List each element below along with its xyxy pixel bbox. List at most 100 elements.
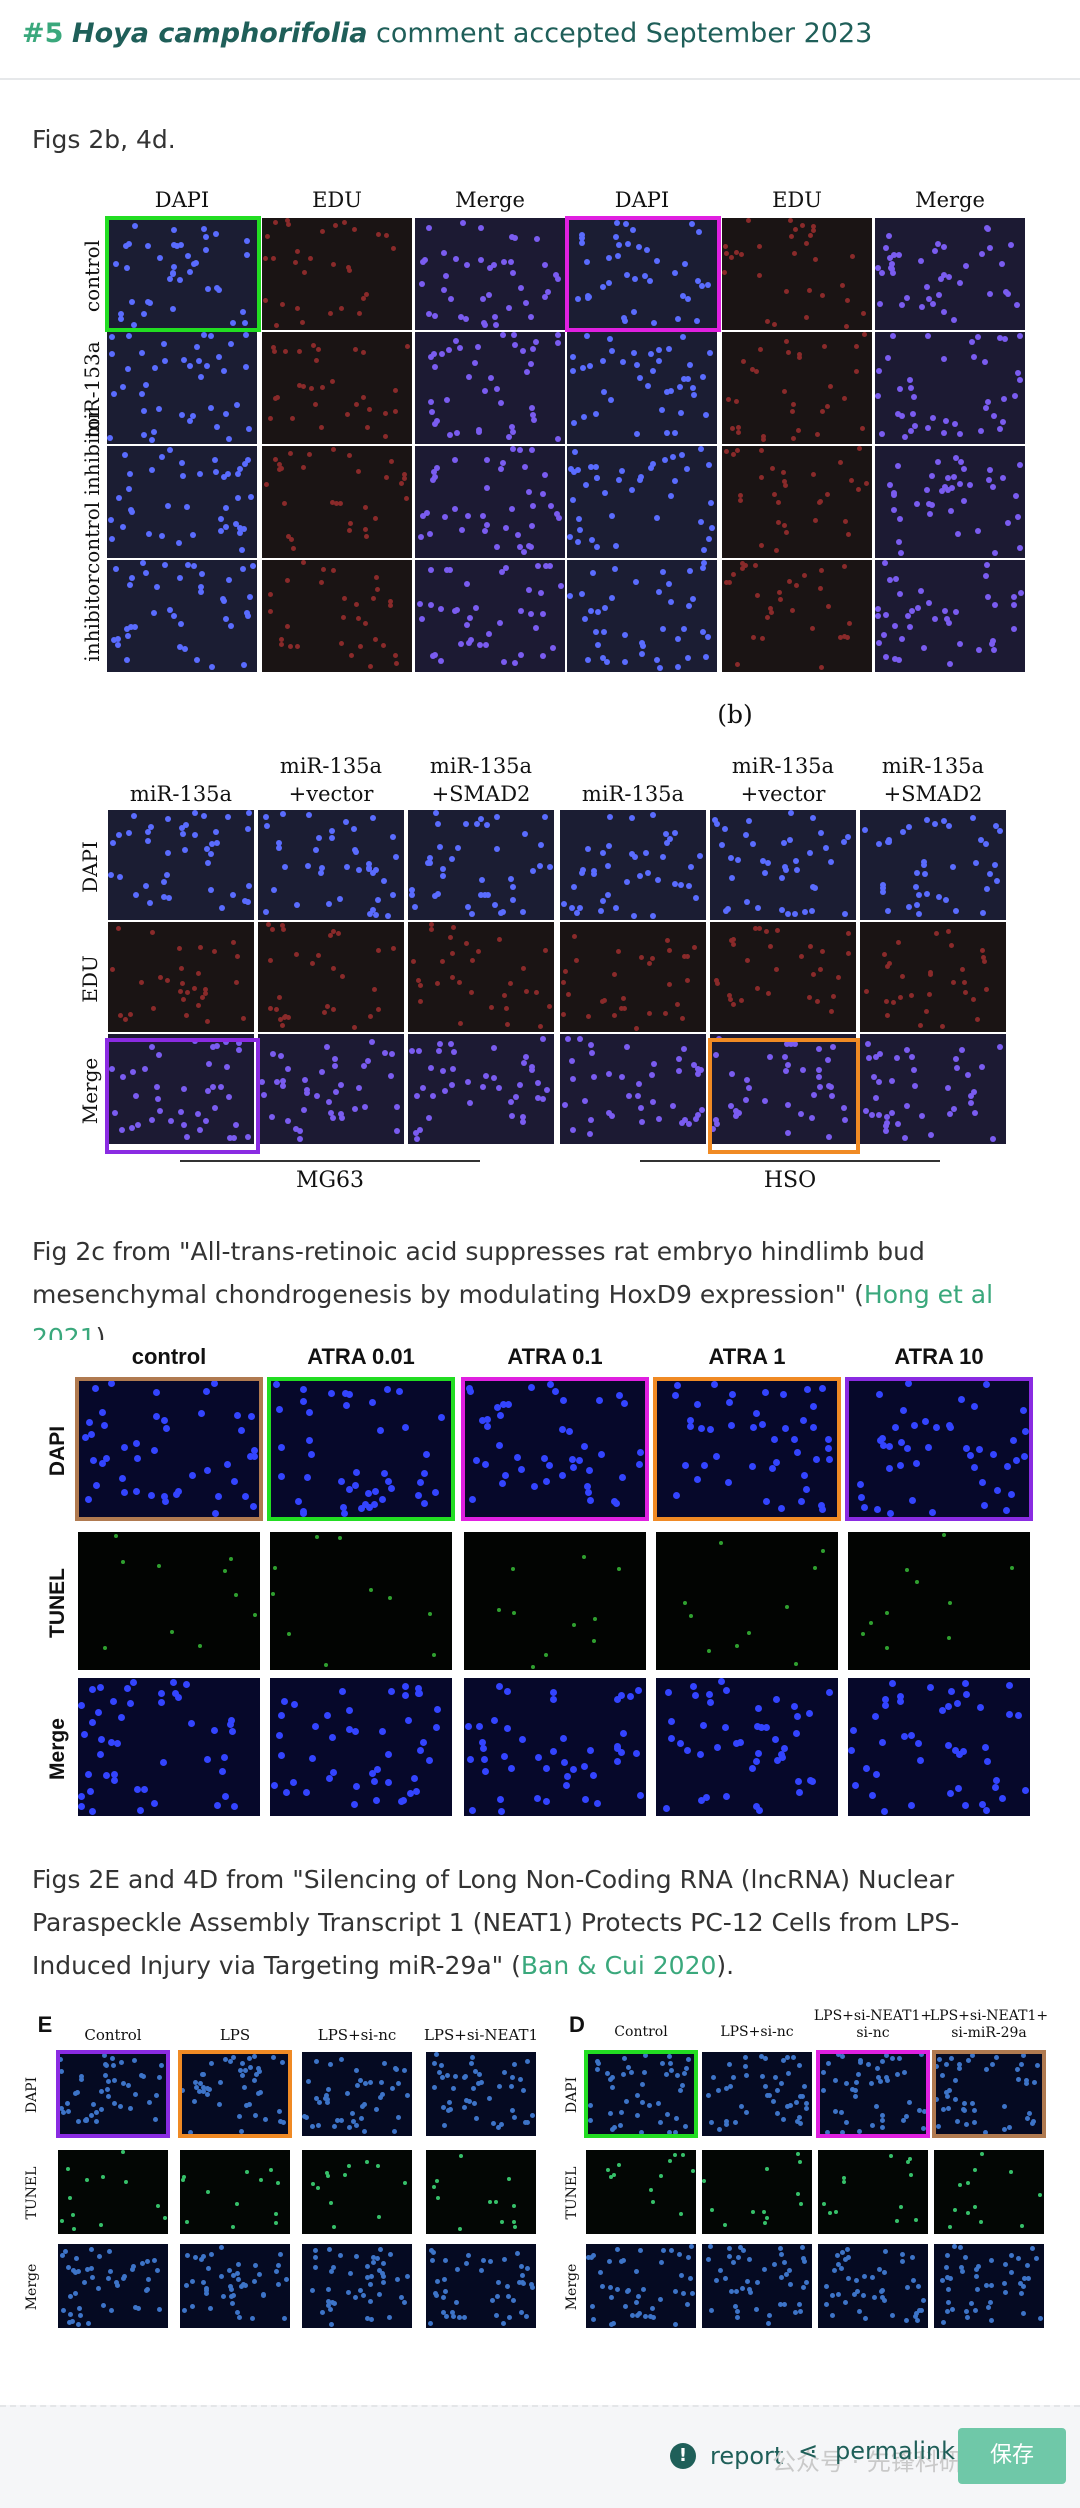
nucleus-dot <box>193 2080 198 2085</box>
fig3-e-panel <box>58 2244 168 2328</box>
nucleus-dot <box>108 1739 115 1746</box>
nucleus-dot <box>306 812 312 818</box>
nucleus-dot <box>120 1074 126 1080</box>
nucleus-dot <box>794 1713 801 1720</box>
share-icon[interactable]: ⋖ <box>798 2437 819 2465</box>
nucleus-dot <box>377 2292 382 2297</box>
nucleus-dot <box>894 1055 900 1061</box>
nucleus-dot <box>887 255 893 261</box>
nucleus-dot <box>764 929 769 934</box>
nucleus-dot <box>126 2083 131 2088</box>
fig1-panel-2 <box>408 810 554 920</box>
nucleus-dot <box>875 393 881 399</box>
nucleus-dot <box>730 426 735 431</box>
nucleus-dot <box>331 1007 336 1012</box>
nucleus-dot <box>449 856 455 862</box>
nucleus-dot <box>690 596 696 602</box>
nucleus-dot <box>201 813 207 819</box>
nucleus-dot <box>608 2111 613 2116</box>
nucleus-dot <box>939 1707 946 1714</box>
nucleus-dot <box>1004 1463 1011 1470</box>
nucleus-dot <box>666 346 672 352</box>
nucleus-dot <box>238 2068 243 2073</box>
nucleus-dot <box>198 374 204 380</box>
nucleus-dot <box>877 1051 883 1057</box>
nucleus-dot <box>368 2080 373 2085</box>
species-name[interactable]: Hoya camphorifolia <box>72 18 368 49</box>
nucleus-dot <box>458 2227 462 2231</box>
nucleus-dot <box>364 534 369 539</box>
nucleus-dot <box>631 913 637 919</box>
nucleus-dot <box>675 316 681 322</box>
nucleus-dot <box>624 1044 630 1050</box>
nucleus-dot <box>826 1689 833 1696</box>
nucleus-dot <box>588 608 594 614</box>
nucleus-dot <box>785 1102 791 1108</box>
nucleus-dot <box>116 495 122 501</box>
nucleus-dot <box>1024 2078 1029 2083</box>
nucleus-dot <box>743 563 748 568</box>
nucleus-dot <box>699 1107 705 1113</box>
nucleus-dot <box>648 351 654 357</box>
nucleus-dot <box>595 642 601 648</box>
nucleus-dot <box>89 2113 94 2118</box>
nucleus-dot <box>365 2160 369 2164</box>
nucleus-dot <box>890 333 896 339</box>
permalink-link[interactable]: permalink <box>835 2437 955 2465</box>
nucleus-dot <box>204 846 210 852</box>
nucleus-dot <box>890 2056 895 2061</box>
nucleus-dot <box>1035 2063 1040 2068</box>
fig1-panel <box>875 446 1025 558</box>
nucleus-dot <box>201 2089 206 2094</box>
nucleus-dot <box>504 1725 511 1732</box>
nucleus-dot <box>99 2223 103 2227</box>
nucleus-dot <box>93 1482 100 1489</box>
nucleus-dot <box>778 1505 785 1512</box>
nucleus-dot <box>191 563 197 569</box>
nucleus-dot <box>767 2313 772 2318</box>
report-link[interactable]: report <box>710 2442 784 2470</box>
nucleus-dot <box>765 2216 769 2220</box>
nucleus-dot <box>519 2264 524 2269</box>
nucleus-dot <box>637 1792 644 1799</box>
nucleus-dot <box>264 482 269 487</box>
ban-cui-2020-link[interactable]: Ban & Cui 2020 <box>520 1951 717 1980</box>
nucleus-dot <box>182 2308 187 2313</box>
nucleus-dot <box>414 1136 420 1142</box>
nucleus-dot <box>979 1064 985 1070</box>
nucleus-dot <box>654 657 660 663</box>
nucleus-dot <box>139 391 145 397</box>
nucleus-dot <box>641 2287 646 2292</box>
nucleus-dot <box>1009 2270 1014 2275</box>
nucleus-dot <box>873 1771 880 1778</box>
nucleus-dot <box>941 818 947 824</box>
nucleus-dot <box>332 2301 337 2306</box>
nucleus-dot <box>226 1094 232 1100</box>
nucleus-dot <box>145 243 151 249</box>
save-button[interactable]: 保存 <box>958 2428 1066 2484</box>
fig3-d-panel <box>818 2052 928 2136</box>
nucleus-dot <box>194 344 200 350</box>
nucleus-dot <box>994 2055 999 2060</box>
nucleus-dot <box>373 867 379 873</box>
nucleus-dot <box>825 492 830 497</box>
nucleus-dot <box>441 287 447 293</box>
nucleus-dot <box>672 830 678 836</box>
nucleus-dot <box>758 1724 765 1731</box>
nucleus-dot <box>431 469 437 475</box>
nucleus-dot <box>479 1739 486 1746</box>
nucleus-dot <box>123 1017 128 1022</box>
nucleus-dot <box>586 1467 593 1474</box>
nucleus-dot <box>724 2086 729 2091</box>
nucleus-dot <box>684 466 690 472</box>
nucleus-dot <box>531 417 537 423</box>
nucleus-dot <box>507 2315 512 2320</box>
nucleus-dot <box>632 854 638 860</box>
nucleus-dot <box>927 992 932 997</box>
nucleus-dot <box>978 428 984 434</box>
alert-icon[interactable]: ! <box>670 2443 696 2469</box>
nucleus-dot <box>770 466 775 471</box>
nucleus-dot <box>492 314 498 320</box>
nucleus-dot <box>706 462 712 468</box>
nucleus-dot <box>302 270 307 275</box>
